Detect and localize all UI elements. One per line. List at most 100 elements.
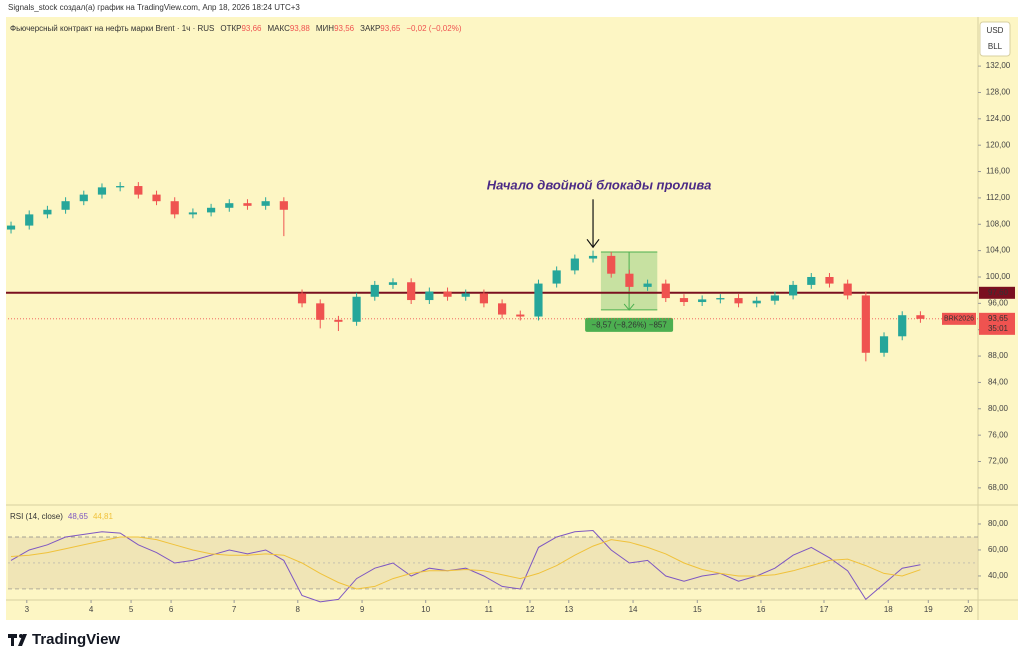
x-tick-label: 20 — [964, 605, 973, 614]
level-label-bg — [979, 286, 1015, 299]
rsi-legend-name: RSI (14, close) — [10, 512, 63, 521]
x-tick-label: 11 — [485, 605, 494, 614]
candle-body — [698, 299, 707, 303]
candle-body — [352, 296, 361, 322]
candle-body — [734, 298, 743, 304]
candle-body — [625, 273, 634, 287]
candle-body — [407, 282, 416, 301]
candle-body — [97, 187, 107, 195]
candle-body — [207, 207, 216, 213]
candle-body — [334, 319, 343, 322]
rsi-y-tick-label: 80,00 — [988, 519, 1009, 528]
y-tick-label: 72,00 — [988, 457, 1009, 466]
candle-body — [643, 283, 652, 287]
y-tick-label: 112,00 — [986, 193, 1010, 202]
candle-body — [752, 300, 761, 304]
candle-body — [479, 293, 488, 304]
candle-body — [79, 194, 88, 202]
level-label: 97,60 — [988, 288, 1009, 297]
candle-body — [679, 298, 689, 303]
candle-body — [552, 270, 561, 284]
x-tick-label: 15 — [693, 605, 702, 614]
x-tick-label: 5 — [129, 605, 134, 614]
candle-body — [607, 255, 616, 274]
x-tick-label: 10 — [421, 605, 430, 614]
last-price-label: 93,65 — [988, 314, 1009, 323]
candle-body — [807, 276, 816, 285]
ohlc-value: 93,88 — [290, 24, 311, 33]
candle-body — [25, 214, 34, 226]
candle-body — [61, 201, 70, 210]
x-tick-label: 7 — [232, 605, 237, 614]
candle-body — [152, 194, 161, 202]
y-tick-label: 88,00 — [988, 351, 1009, 360]
rsi-legend-value: 44,81 — [93, 512, 114, 521]
rsi-line — [10, 529, 921, 603]
logo-dot — [19, 634, 23, 638]
ohlc-label: ЗАКР — [360, 24, 380, 33]
candle-body — [916, 315, 925, 319]
x-tick-label: 3 — [25, 605, 30, 614]
y-tick-label: 124,00 — [986, 114, 1011, 123]
x-tick-label: 18 — [884, 605, 893, 614]
x-tick-label: 14 — [629, 605, 638, 614]
candle-body — [443, 291, 452, 297]
candle-body — [279, 201, 288, 210]
candle-body — [716, 298, 725, 300]
y-tick-label: 116,00 — [986, 167, 1010, 176]
candle-body — [6, 225, 16, 230]
annotation: Начало двойной блокады пролива — [487, 178, 712, 193]
x-tick-label: 9 — [360, 605, 365, 614]
brand-logo: TradingView — [8, 631, 120, 648]
change: −0,02 (−0,02%) — [406, 24, 461, 33]
y-tick-label: 80,00 — [988, 404, 1009, 413]
currency-box[interactable] — [979, 21, 1011, 57]
rsi-y-tick-label: 40,00 — [988, 571, 1009, 580]
candle-body — [316, 303, 325, 320]
last-price-bg — [979, 312, 1015, 335]
candle-body — [898, 315, 907, 337]
candle-body — [243, 203, 252, 206]
x-tick-label: 16 — [757, 605, 766, 614]
candle-body — [861, 295, 870, 353]
candle-body — [134, 186, 143, 195]
x-tick-label: 8 — [296, 605, 301, 614]
candle-body — [225, 203, 234, 208]
y-tick-label: 76,00 — [988, 430, 1009, 439]
candle-body — [843, 283, 852, 296]
x-tick-label: 12 — [526, 605, 535, 614]
candle-body — [116, 186, 125, 188]
candle-body — [43, 209, 52, 215]
candle-body — [534, 283, 543, 317]
y-tick-label: 84,00 — [988, 378, 1009, 387]
candle-body — [570, 258, 579, 271]
legend: Фьючерсный контракт на нефть марки Brent… — [10, 24, 462, 33]
measure-label: −8,57 (−8,26%) −857 — [591, 321, 667, 330]
measure-arrow-head — [623, 303, 635, 311]
candle-body — [789, 284, 798, 296]
rsi-line — [10, 536, 921, 590]
candle-body — [879, 336, 889, 353]
ohlc-label: МАКС — [268, 24, 291, 33]
x-tick-label: 4 — [89, 605, 94, 614]
candle-body — [261, 201, 270, 206]
credit: Signals_stock создал(а) график на Tradin… — [8, 3, 300, 12]
symbol-label: BRK2026 — [944, 316, 974, 323]
ohlc-label: ОТКР — [220, 24, 241, 33]
y-tick-label: 120,00 — [986, 140, 1011, 149]
candle-body — [170, 201, 179, 215]
ohlc-value: 93,65 — [380, 24, 401, 33]
candle-body — [370, 284, 379, 297]
y-tick-label: 104,00 — [986, 246, 1011, 255]
candle-body — [461, 293, 470, 297]
candle-body — [588, 255, 598, 259]
candle-body — [188, 212, 197, 215]
x-tick-label: 13 — [564, 605, 573, 614]
rsi-legend: RSI (14, close) 48,65 44,81 — [10, 512, 114, 521]
rsi-y-tick-label: 60,00 — [988, 545, 1009, 554]
y-tick-label: 128,00 — [986, 88, 1011, 97]
y-tick-label: 100,00 — [986, 272, 1011, 281]
candle-body — [388, 282, 398, 285]
